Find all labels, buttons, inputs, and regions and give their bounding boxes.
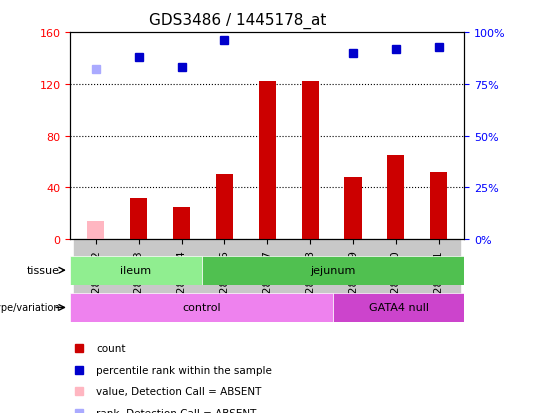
Text: tissue: tissue xyxy=(26,266,59,275)
Bar xyxy=(289,240,332,312)
Bar xyxy=(430,173,447,240)
Bar xyxy=(130,198,147,240)
Bar xyxy=(203,240,246,312)
Bar xyxy=(173,207,190,240)
Text: percentile rank within the sample: percentile rank within the sample xyxy=(96,365,272,375)
Bar xyxy=(246,240,289,312)
Text: rank, Detection Call = ABSENT: rank, Detection Call = ABSENT xyxy=(96,408,256,413)
Bar xyxy=(345,178,362,240)
Bar xyxy=(216,175,233,240)
Bar xyxy=(417,240,460,312)
FancyBboxPatch shape xyxy=(70,256,201,285)
Bar xyxy=(332,240,374,312)
Text: count: count xyxy=(96,344,126,354)
Bar xyxy=(160,240,203,312)
Bar xyxy=(87,221,104,240)
Text: value, Detection Call = ABSENT: value, Detection Call = ABSENT xyxy=(96,387,261,396)
Text: ileum: ileum xyxy=(120,266,151,275)
FancyBboxPatch shape xyxy=(333,293,464,322)
Bar xyxy=(259,82,276,240)
Bar xyxy=(374,240,417,312)
Text: GDS3486 / 1445178_at: GDS3486 / 1445178_at xyxy=(149,12,326,28)
Bar xyxy=(301,82,319,240)
Text: GATA4 null: GATA4 null xyxy=(369,303,429,313)
Text: jejunum: jejunum xyxy=(310,266,356,275)
Text: genotype/variation: genotype/variation xyxy=(0,303,59,313)
Bar xyxy=(75,240,117,312)
Text: control: control xyxy=(183,303,221,313)
FancyBboxPatch shape xyxy=(70,293,333,322)
Bar xyxy=(117,240,160,312)
Bar xyxy=(387,156,404,240)
FancyBboxPatch shape xyxy=(201,256,464,285)
